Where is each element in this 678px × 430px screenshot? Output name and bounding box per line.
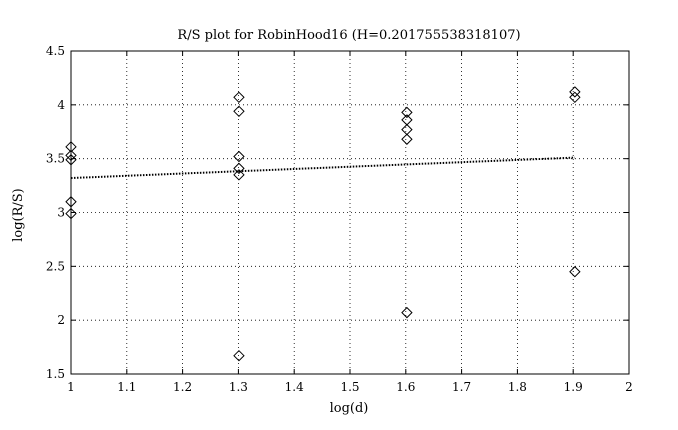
x-tick-label: 1.6 (396, 380, 415, 394)
data-point (569, 266, 581, 278)
data-point (233, 169, 245, 181)
x-tick-label: 1.5 (340, 380, 359, 394)
x-axis-title: log(d) (330, 401, 369, 416)
chart-title: R/S plot for RobinHood16 (H=0.2017555383… (177, 28, 520, 43)
data-point (233, 150, 245, 163)
axis-ticks: 1 1.1 1.2 1.3 1.4 1.5 1.6 1.7 1.8 1.9 2 1.5 2 2.5 3 3.5… (46, 44, 633, 394)
data-points (65, 86, 581, 362)
data-point (233, 91, 245, 104)
data-point (233, 162, 245, 175)
x-tick-label: 1.7 (452, 380, 471, 394)
y-tick-label: 4.5 (46, 44, 65, 58)
y-tick-label: 1.5 (46, 367, 65, 381)
data-point (65, 154, 77, 166)
data-point (401, 306, 413, 319)
data-point (233, 105, 245, 118)
data-point (401, 106, 413, 119)
y-tick-label: 3.5 (46, 152, 65, 166)
x-tick-label: 1.4 (285, 380, 304, 394)
x-tick-label: 1.9 (564, 380, 583, 394)
x-tick-label: 1.3 (229, 380, 248, 394)
x-tick-label: 1 (67, 380, 75, 394)
x-tick-label: 1.2 (173, 380, 192, 394)
data-point (65, 207, 77, 220)
data-point (233, 349, 245, 362)
fit-line (70, 156, 575, 180)
y-tick-label: 2 (57, 313, 65, 327)
y-tick-label: 4 (57, 98, 65, 112)
x-tick-label: 1.8 (508, 380, 527, 394)
data-point (569, 86, 581, 98)
data-point (65, 149, 77, 162)
data-point (401, 133, 413, 145)
x-tick-label: 1.1 (117, 380, 136, 394)
fit-line-group (70, 156, 575, 180)
y-axis-title: log(R/S) (11, 188, 26, 242)
y-tick-label: 3 (57, 206, 65, 220)
data-point (65, 196, 77, 208)
y-tick-label: 2.5 (46, 259, 65, 273)
data-point (65, 141, 77, 153)
data-point (569, 91, 581, 104)
x-tick-label: 2 (625, 380, 633, 394)
